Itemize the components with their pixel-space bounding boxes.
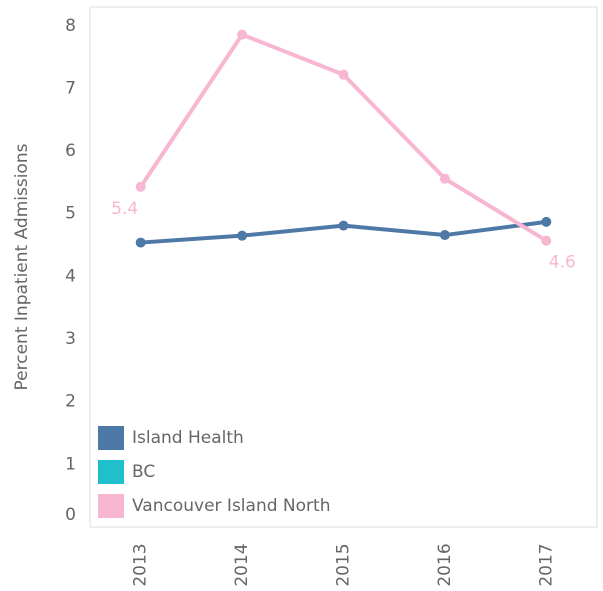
y-tick-label: 7 xyxy=(65,78,76,98)
point xyxy=(237,29,248,40)
point xyxy=(135,181,146,192)
x-tick-label: 2015 xyxy=(334,543,354,586)
x-tick-label: 2016 xyxy=(435,543,455,586)
y-tick-label: 0 xyxy=(65,505,76,525)
legend-swatch xyxy=(98,460,124,484)
y-tick-label: 6 xyxy=(65,141,76,161)
y-tick-label: 5 xyxy=(65,204,76,224)
point xyxy=(338,69,349,80)
legend-swatch xyxy=(98,494,124,518)
point xyxy=(541,216,552,227)
y-tick-label: 3 xyxy=(65,329,76,349)
x-tick-label: 2017 xyxy=(536,543,556,586)
value-label: 5.4 xyxy=(111,199,138,219)
legend-label: Vancouver Island North xyxy=(132,496,330,516)
y-tick-label: 1 xyxy=(65,454,76,474)
y-tick-label: 8 xyxy=(65,16,76,36)
series-line xyxy=(139,32,548,243)
point xyxy=(439,173,450,184)
legend-label: BC xyxy=(132,462,155,482)
plot-frame xyxy=(89,6,598,528)
point xyxy=(237,230,248,241)
x-tick-label: 2013 xyxy=(131,543,151,586)
y-axis-label: Percent Inpatient Admissions xyxy=(12,143,32,390)
point xyxy=(439,230,450,241)
point xyxy=(338,220,349,231)
y-tick-label: 2 xyxy=(65,392,76,412)
x-tick-label: 2014 xyxy=(232,543,252,586)
point xyxy=(541,235,552,246)
legend-label: Island Health xyxy=(132,428,244,448)
legend-swatch xyxy=(98,426,124,450)
point xyxy=(135,237,146,248)
y-tick-label: 4 xyxy=(65,266,76,286)
value-label: 4.6 xyxy=(549,253,576,273)
